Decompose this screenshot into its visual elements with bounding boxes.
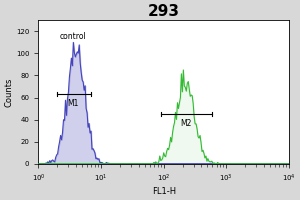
Title: 293: 293	[148, 4, 180, 19]
Text: control: control	[60, 32, 87, 41]
X-axis label: FL1-H: FL1-H	[152, 187, 176, 196]
Text: M1: M1	[67, 99, 78, 108]
Text: M2: M2	[181, 119, 192, 128]
Y-axis label: Counts: Counts	[4, 77, 13, 107]
